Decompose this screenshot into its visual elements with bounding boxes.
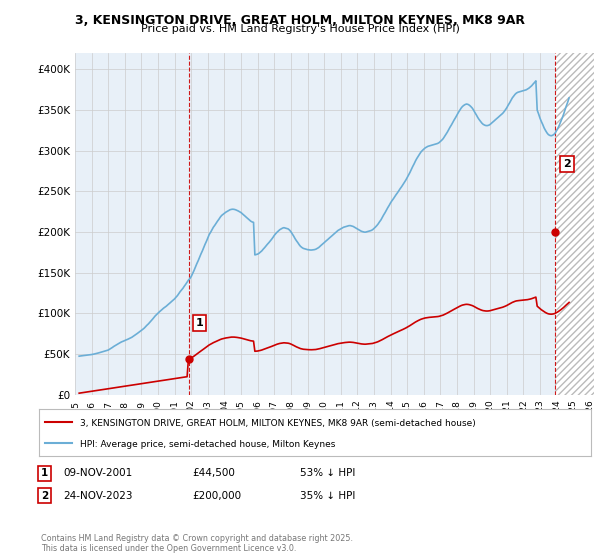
- Text: 3, KENSINGTON DRIVE, GREAT HOLM, MILTON KEYNES, MK8 9AR (semi-detached house): 3, KENSINGTON DRIVE, GREAT HOLM, MILTON …: [80, 418, 476, 428]
- Text: 09-NOV-2001: 09-NOV-2001: [63, 468, 132, 478]
- Text: 2: 2: [41, 491, 48, 501]
- Text: Price paid vs. HM Land Registry's House Price Index (HPI): Price paid vs. HM Land Registry's House …: [140, 24, 460, 34]
- Text: 1: 1: [196, 318, 203, 328]
- Text: 1: 1: [41, 468, 48, 478]
- Text: £200,000: £200,000: [192, 491, 241, 501]
- Text: 2: 2: [563, 159, 571, 169]
- Text: Contains HM Land Registry data © Crown copyright and database right 2025.
This d: Contains HM Land Registry data © Crown c…: [41, 534, 353, 553]
- Text: 24-NOV-2023: 24-NOV-2023: [63, 491, 133, 501]
- Text: 53% ↓ HPI: 53% ↓ HPI: [300, 468, 355, 478]
- Text: 3, KENSINGTON DRIVE, GREAT HOLM, MILTON KEYNES, MK8 9AR: 3, KENSINGTON DRIVE, GREAT HOLM, MILTON …: [75, 14, 525, 27]
- Text: £44,500: £44,500: [192, 468, 235, 478]
- Text: 35% ↓ HPI: 35% ↓ HPI: [300, 491, 355, 501]
- Text: HPI: Average price, semi-detached house, Milton Keynes: HPI: Average price, semi-detached house,…: [80, 440, 336, 449]
